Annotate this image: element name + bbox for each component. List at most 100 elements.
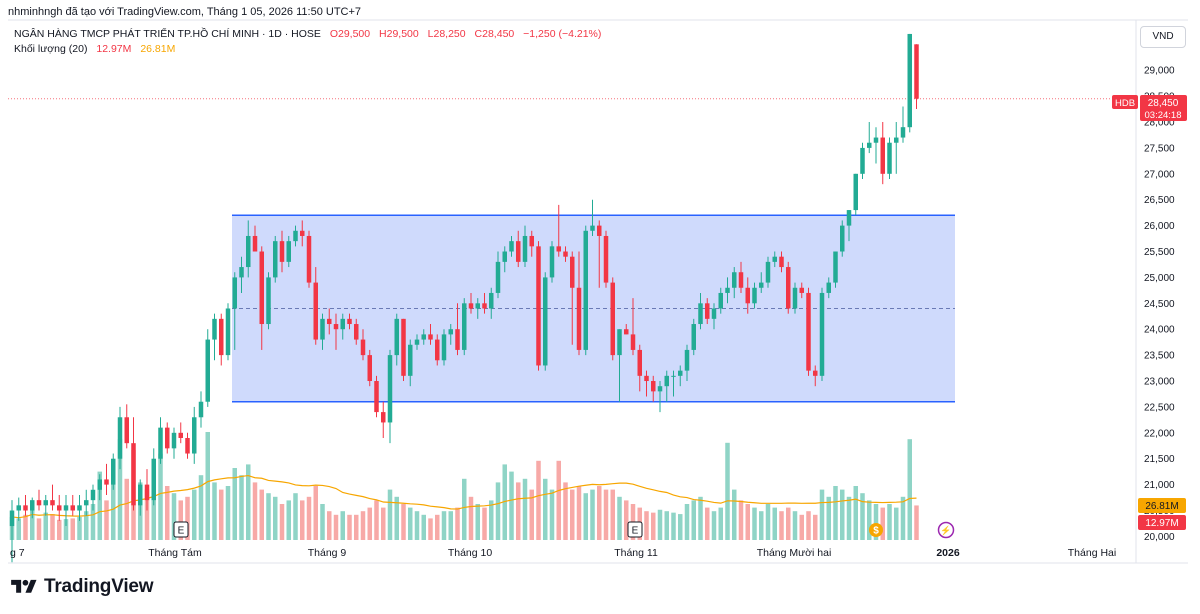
candle-body: [340, 318, 345, 330]
candle-body: [657, 386, 663, 392]
x-tick-label: Tháng 11: [614, 547, 658, 559]
earnings-marker-label: E: [632, 526, 639, 537]
y-tick-label: 23,000: [1144, 377, 1175, 388]
y-tick-label: 29,000: [1144, 66, 1175, 77]
volume-bar: [374, 500, 379, 540]
volume-bar: [833, 486, 838, 540]
volume-bar: [259, 489, 264, 540]
volume-bar: [124, 478, 129, 540]
tradingview-logo[interactable]: TradingView: [10, 576, 154, 598]
volume-ma-line: [11, 474, 917, 519]
volume-bar: [333, 514, 339, 540]
volume-bar: [36, 518, 42, 540]
candle-body: [914, 44, 919, 99]
volume-bar: [212, 482, 217, 540]
volume-bar: [819, 489, 825, 540]
candle-body: [408, 344, 413, 376]
volume-bar: [117, 439, 123, 540]
split-marker-icon: [937, 521, 955, 539]
candle-body: [225, 308, 231, 356]
volume-ma-badge: [1138, 498, 1186, 513]
y-tick-label: 25,500: [1144, 247, 1175, 258]
candle-body: [293, 230, 298, 242]
candle-body: [509, 241, 514, 252]
volume-badge-label: 12.97M: [1145, 518, 1178, 529]
candle-body: [482, 303, 487, 309]
volume-bar: [327, 511, 332, 540]
volume-bar: [448, 511, 453, 540]
volume-legend: Khối lượng (20) 12.97M 26.81M: [14, 43, 177, 55]
candle-body: [671, 375, 676, 377]
volume-bar: [684, 504, 690, 540]
candle-body: [543, 277, 548, 366]
candle-body: [887, 142, 892, 174]
chart-attribution: nhminhngh đã tạo với TradingView.com, Th…: [8, 6, 362, 18]
volume-bar: [495, 482, 501, 540]
candle-body: [198, 401, 204, 418]
candle-body: [144, 484, 150, 501]
volume-bar: [63, 519, 69, 540]
candle-body: [165, 427, 170, 449]
volume-bar: [840, 489, 845, 540]
volume-label: Khối lượng (20): [14, 43, 88, 55]
volume-bar: [462, 478, 467, 540]
candle-body: [705, 303, 710, 319]
volume-bar: [900, 496, 906, 540]
symbol-legend: NGÂN HÀNG TMCP PHÁT TRIỂN TP.HỒ CHÍ MINH…: [14, 28, 603, 40]
volume-bar: [664, 511, 669, 540]
volume-bar: [698, 496, 703, 540]
candle-body: [853, 173, 858, 211]
volume-bar: [475, 504, 480, 540]
volume-bar: [340, 511, 345, 540]
candle-body: [718, 292, 723, 309]
candle-body: [799, 287, 804, 293]
candle-body: [70, 505, 75, 511]
candle-body: [502, 251, 507, 262]
volume-bar: [266, 493, 271, 540]
y-tick-label: 20,000: [1144, 532, 1175, 543]
volume-bar: [455, 507, 460, 540]
candle-body: [448, 329, 453, 335]
candle-body: [880, 137, 885, 174]
candle-body: [63, 505, 69, 511]
volume-bar: [144, 489, 150, 540]
candle-body: [421, 334, 426, 340]
candle-body: [57, 505, 62, 511]
y-tick-label: 22,500: [1144, 402, 1175, 413]
volume-bar: [860, 493, 865, 540]
candle-body: [131, 443, 136, 506]
currency-selector[interactable]: VND: [1140, 26, 1186, 48]
volume-bar: [428, 518, 433, 540]
candle-body: [529, 235, 534, 247]
volume-bar: [414, 511, 420, 540]
candle-body: [347, 318, 352, 325]
x-tick-label: Tháng 10: [448, 547, 493, 559]
y-tick-label: 27,500: [1144, 143, 1175, 154]
candle-body: [617, 329, 622, 356]
volume-bar: [77, 516, 82, 540]
volume-bar: [563, 482, 568, 540]
volume-bar: [705, 507, 710, 540]
split-marker-label: ⚡: [940, 525, 951, 537]
countdown-label: 03:24:18: [1145, 110, 1182, 121]
volume-bar: [536, 460, 541, 540]
volume-bar: [597, 486, 602, 540]
y-tick-label: 21,000: [1144, 480, 1175, 491]
volume-bar: [752, 507, 757, 540]
volume-bar: [489, 500, 494, 540]
candle-body: [381, 412, 386, 423]
candle-body: [846, 210, 852, 226]
candle-body: [36, 500, 42, 506]
y-tick-label: 23,500: [1144, 351, 1175, 362]
candle-body: [90, 489, 96, 501]
volume-bar: [43, 512, 48, 540]
candle-body: [158, 427, 163, 459]
y-tick-label: 25,000: [1144, 273, 1175, 284]
dividend-marker-label: $: [873, 526, 879, 537]
volume-bar: [468, 496, 474, 540]
volume-bar: [590, 489, 595, 540]
candle-body: [246, 235, 251, 268]
candle-body: [894, 137, 899, 143]
last-price-label: 28,450: [1148, 98, 1179, 109]
